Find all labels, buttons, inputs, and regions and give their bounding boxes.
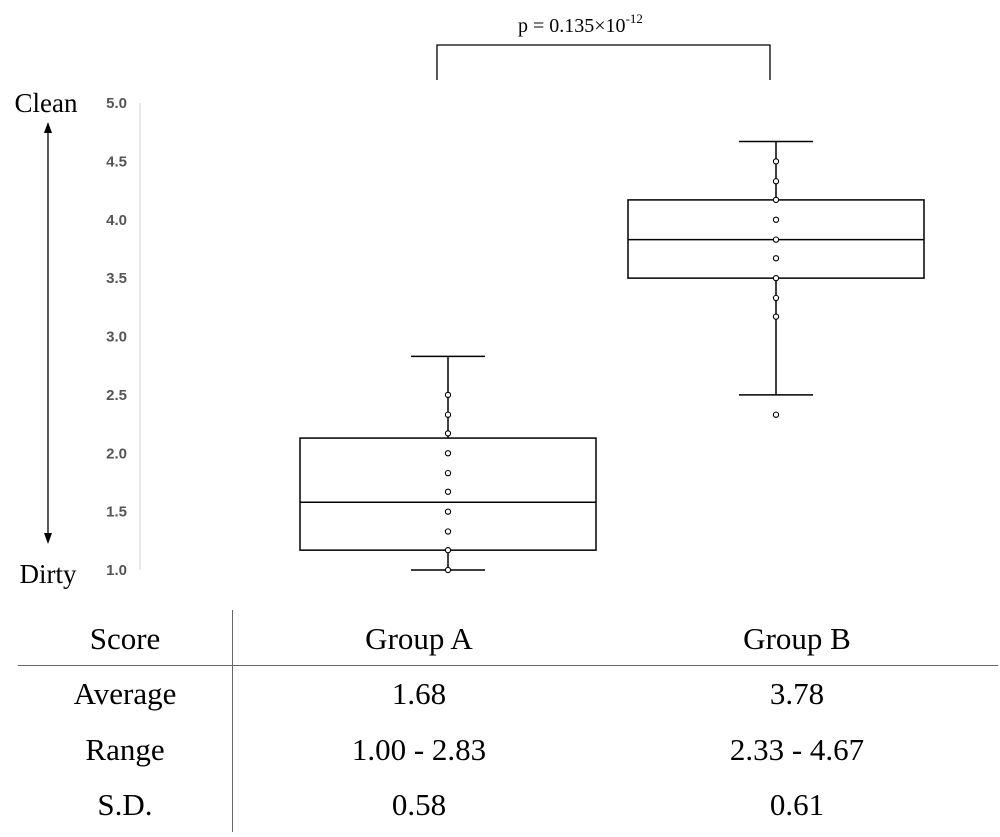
clean-label: Clean xyxy=(15,88,78,118)
p-value-label: p = 0.135×10-12 xyxy=(518,11,643,37)
significance-bracket-line xyxy=(436,44,771,80)
group-b-data-point xyxy=(772,196,780,204)
group-a-data-point xyxy=(444,488,452,495)
y-axis: 1.0 1.5 2.0 2.5 3.0 3.5 4.0 4.5 5.0 xyxy=(106,95,141,579)
significance-bracket: p = 0.135×10-12 xyxy=(436,11,771,80)
group-b-outlier-point xyxy=(772,411,780,418)
group-a-data-point xyxy=(444,450,452,457)
range-group-b: 2.33 - 4.67 xyxy=(729,732,865,767)
table-header-score: Score xyxy=(89,621,161,656)
group-a-data-point xyxy=(444,469,452,477)
y-tick-label-5-0: 5.0 xyxy=(106,95,127,112)
y-tick-label-4-0: 4.0 xyxy=(106,212,127,229)
up-arrowhead-icon xyxy=(44,122,52,133)
table-header-group-b: Group B xyxy=(743,621,851,656)
y-tick-label-1-5: 1.5 xyxy=(106,504,127,521)
range-group-a: 1.00 - 2.83 xyxy=(351,732,487,767)
group-b-data-point xyxy=(772,255,780,262)
y-tick-label-3-5: 3.5 xyxy=(106,270,127,287)
boxes xyxy=(299,140,925,574)
row-label-sd: S.D. xyxy=(97,787,153,822)
group-b-data-point xyxy=(772,158,780,165)
y-tick-label-3-0: 3.0 xyxy=(106,329,127,346)
group-b-data-point xyxy=(772,313,780,320)
table-header-group-a: Group A xyxy=(365,621,473,656)
direction-indicator: Clean Dirty xyxy=(15,88,78,589)
box-plot: 1.0 1.5 2.0 2.5 3.0 3.5 4.0 4.5 5.0 p = 0.135×10… xyxy=(15,11,925,589)
y-tick-label-1-0: 1.0 xyxy=(106,562,127,579)
group-a-data-point xyxy=(444,566,452,574)
group-a-data-point xyxy=(444,508,452,515)
group-b-data-point xyxy=(772,236,780,243)
y-tick-label-4-5: 4.5 xyxy=(106,153,127,170)
group-a-data-point xyxy=(444,430,452,437)
y-tick-label-2-5: 2.5 xyxy=(106,387,127,404)
sd-group-b: 0.61 xyxy=(769,787,825,822)
group-a-data-point xyxy=(444,391,452,399)
y-tick-label-2-0: 2.0 xyxy=(106,445,127,462)
group-b-data-point xyxy=(772,178,780,185)
dirty-label: Dirty xyxy=(20,559,77,589)
group-b-data-point xyxy=(772,294,780,302)
group-a-data-point xyxy=(444,528,452,535)
group-b-data-point xyxy=(772,216,780,223)
row-label-range: Range xyxy=(85,732,165,767)
row-label-average: Average xyxy=(73,676,177,711)
sd-group-a: 0.58 xyxy=(391,787,447,822)
group-a-data-point xyxy=(444,411,452,418)
table-divider-horizontal xyxy=(18,665,998,666)
group-b-data-point xyxy=(772,274,780,282)
average-group-b: 3.78 xyxy=(769,676,825,711)
group-a-data-point xyxy=(444,547,452,554)
group-b-box-plot xyxy=(627,140,925,418)
table-divider-vertical xyxy=(232,610,233,832)
group-a-box-plot xyxy=(299,355,597,574)
average-group-a: 1.68 xyxy=(391,676,447,711)
down-arrowhead-icon xyxy=(44,533,52,544)
